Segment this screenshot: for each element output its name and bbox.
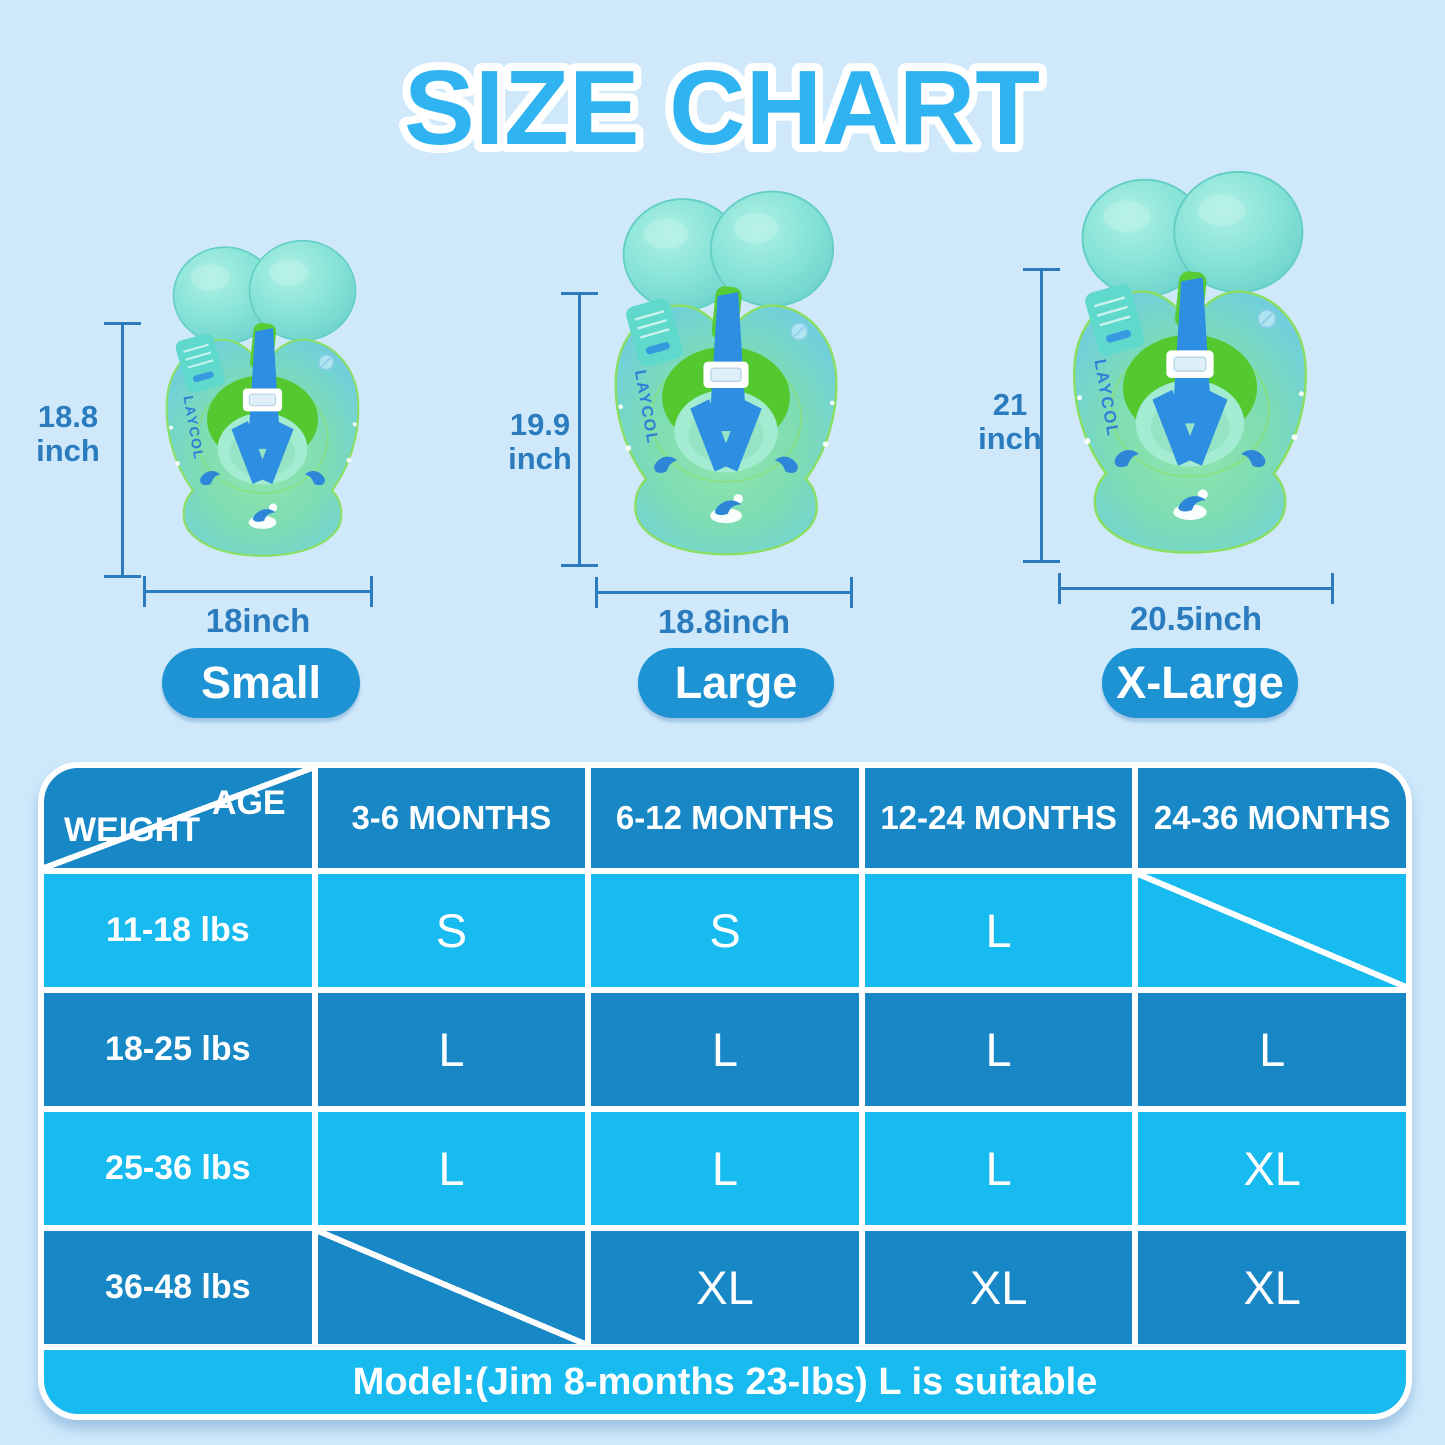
product-image-xlarge	[1042, 165, 1338, 589]
model-note: Model:(Jim 8-months 23-lbs) L is suitabl…	[44, 1350, 1406, 1414]
width-dimension-line-small	[143, 576, 373, 607]
height-unit: inch	[36, 433, 100, 469]
height-dimension-line-small	[104, 322, 141, 578]
size-label-xlarge: X-Large	[1102, 648, 1298, 718]
height-value: 21	[992, 387, 1028, 422]
width-dimension-label-large: 18.8inch	[657, 603, 791, 640]
corner-age-label: AGE	[211, 784, 286, 822]
not-applicable-cell	[317, 1231, 586, 1344]
size-value-cell: L	[317, 1112, 586, 1225]
height-value: 18.8	[37, 399, 99, 434]
size-value-cell: S	[591, 874, 859, 987]
col-header-12-24-months: 12-24 MONTHS	[864, 768, 1133, 868]
size-value-cell: L	[591, 1112, 859, 1225]
weight-row-label: 11-18 lbs	[44, 874, 312, 987]
weight-row-label: 25-36 lbs	[44, 1112, 312, 1225]
size-value-cell: L	[317, 993, 586, 1106]
height-dimension-line-large	[561, 292, 598, 567]
size-label-large: Large	[638, 648, 834, 718]
height-dimension-label-large: 19.9 inch	[498, 407, 582, 477]
size-value-cell: XL	[864, 1231, 1133, 1344]
height-dimension-label-xlarge: 21 inch	[968, 387, 1052, 457]
col-header-24-36-months: 24-36 MONTHS	[1138, 768, 1406, 868]
weight-row-label: 36-48 lbs	[44, 1231, 312, 1344]
col-header-3-6-months: 3-6 MONTHS	[317, 768, 586, 868]
size-value-cell: L	[864, 993, 1133, 1106]
corner-weight-label: WEIGHT	[64, 811, 200, 849]
width-dimension-line-xlarge	[1058, 573, 1334, 604]
weight-row-label: 18-25 lbs	[44, 993, 312, 1106]
product-image-large	[585, 185, 867, 589]
size-label-small: Small	[162, 648, 360, 718]
width-dimension-line-large	[595, 577, 853, 608]
height-dimension-label-small: 18.8 inch	[26, 399, 110, 469]
height-dimension-line-xlarge	[1023, 268, 1060, 563]
not-applicable-cell	[1138, 874, 1406, 987]
size-value-cell: L	[1138, 993, 1406, 1106]
product-image-small	[140, 235, 385, 586]
width-dimension-label-small: 18inch	[205, 602, 311, 639]
size-value-cell: XL	[591, 1231, 859, 1344]
table-corner-cell: AGE WEIGHT	[44, 768, 312, 868]
size-value-cell: XL	[1138, 1112, 1406, 1225]
height-unit: inch	[978, 421, 1042, 457]
page-title-text: SIZE CHART	[404, 49, 1040, 167]
height-unit: inch	[508, 441, 572, 477]
size-value-cell: L	[864, 874, 1133, 987]
size-value-cell: L	[864, 1112, 1133, 1225]
page-title: SIZE CHART	[396, 41, 1048, 175]
width-dimension-label-xlarge: 20.5inch	[1129, 600, 1263, 637]
height-value: 19.9	[509, 407, 571, 442]
size-value-cell: S	[317, 874, 586, 987]
col-header-6-12-months: 6-12 MONTHS	[591, 768, 859, 868]
size-chart-table: AGE WEIGHT 3-6 MONTHS 6-12 MONTHS 12-24 …	[38, 762, 1412, 1420]
size-value-cell: L	[591, 993, 859, 1106]
size-value-cell: XL	[1138, 1231, 1406, 1344]
